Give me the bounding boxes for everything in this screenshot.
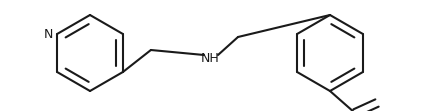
Text: N: N bbox=[44, 28, 53, 41]
Text: NH: NH bbox=[201, 53, 219, 65]
